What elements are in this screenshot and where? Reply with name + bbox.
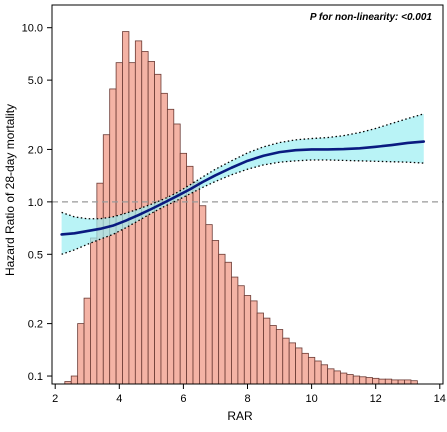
histogram-bar xyxy=(102,134,111,385)
y-axis: 0.1 0.2 0.5 1.0 2.0 5.0 10.0 xyxy=(22,23,52,383)
histogram-bar xyxy=(77,323,85,385)
histogram-bar xyxy=(282,337,290,385)
ci-lower-line xyxy=(61,159,424,255)
histogram-layer xyxy=(64,31,418,385)
histogram-bar xyxy=(301,352,309,385)
histogram-bar xyxy=(269,325,277,385)
histogram-bar xyxy=(243,295,252,385)
histogram-bar xyxy=(231,276,239,385)
histogram-bar xyxy=(295,347,303,385)
histogram-bar xyxy=(256,312,264,385)
histogram-bar xyxy=(365,377,373,385)
histogram-bar xyxy=(166,108,175,385)
histogram-bar xyxy=(83,297,91,385)
x-tick-label: 2 xyxy=(52,393,58,405)
y-tick-label: 5.0 xyxy=(28,75,43,87)
x-tick-label: 6 xyxy=(180,393,186,405)
histogram-bar xyxy=(397,379,405,385)
x-axis: 2 4 6 8 10 12 14 xyxy=(52,384,446,405)
histogram-bar xyxy=(314,360,322,385)
nonlinearity-p-value: P for non-linearity: <0.001 xyxy=(310,12,433,23)
histogram-bar xyxy=(307,356,316,385)
y-axis-label: Hazard Ratio of 28-day mortality xyxy=(3,104,17,276)
x-tick-label: 4 xyxy=(116,393,122,405)
histogram-bar xyxy=(333,370,341,385)
histogram-bar xyxy=(352,375,361,385)
y-tick-label: 0.1 xyxy=(28,371,43,383)
histogram-bar xyxy=(192,181,200,385)
histogram-bar xyxy=(275,329,284,385)
histogram-bar xyxy=(160,92,168,385)
y-tick-label: 10.0 xyxy=(22,23,43,35)
y-tick-label: 2.0 xyxy=(28,144,43,156)
histogram-bar xyxy=(327,368,335,385)
histogram-bar xyxy=(186,165,194,385)
histogram-bar xyxy=(70,375,79,385)
x-tick-label: 14 xyxy=(434,393,446,405)
histogram-bar xyxy=(320,364,329,385)
histogram-bar xyxy=(391,379,399,385)
histogram-bar xyxy=(218,253,226,385)
y-tick-label: 0.5 xyxy=(28,249,43,261)
hazard-ratio-curve xyxy=(60,140,426,236)
histogram-bar xyxy=(288,342,296,385)
x-tick-label: 12 xyxy=(370,393,382,405)
histogram-bar xyxy=(173,123,181,385)
histogram-bar xyxy=(404,379,412,385)
histogram-bar xyxy=(378,378,386,385)
x-tick-label: 10 xyxy=(305,393,317,405)
histogram-bar xyxy=(263,317,271,385)
histogram-bar xyxy=(359,376,367,385)
histogram-bar xyxy=(250,300,258,385)
histogram-bar xyxy=(346,374,354,385)
curve-layer xyxy=(60,113,426,255)
histogram-bar xyxy=(224,261,232,385)
y-tick-label: 1.0 xyxy=(28,197,43,209)
histogram-bar xyxy=(109,88,117,385)
histogram-bar xyxy=(199,205,207,385)
histogram-bar xyxy=(372,377,380,385)
histogram-bar xyxy=(211,240,220,385)
x-tick-label: 8 xyxy=(244,393,250,405)
histogram-bar xyxy=(340,372,348,385)
histogram-bar xyxy=(147,61,155,385)
histogram-bar xyxy=(96,182,104,385)
histogram-bar xyxy=(205,224,213,385)
histogram-bar xyxy=(154,73,162,385)
histogram-bar xyxy=(122,31,130,385)
histogram-bar xyxy=(90,237,98,385)
x-axis-label: RAR xyxy=(227,409,253,423)
histogram-bar xyxy=(237,285,245,385)
histogram-bar xyxy=(384,378,393,385)
y-tick-label: 0.2 xyxy=(28,319,43,331)
